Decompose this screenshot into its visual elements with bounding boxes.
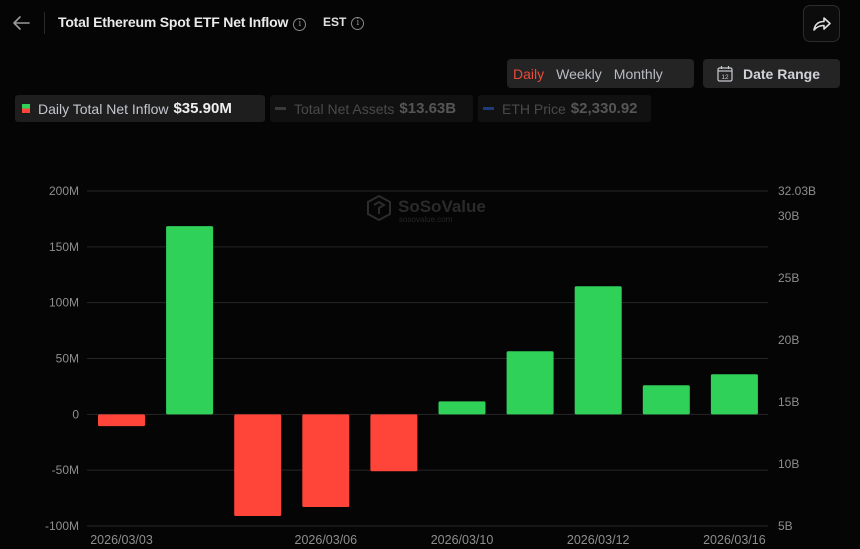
y2-tick-label: 30B xyxy=(778,209,799,223)
y2-tick-label: 10B xyxy=(778,457,799,471)
tab-monthly[interactable]: Monthly xyxy=(613,65,663,82)
y2-tick-label: 5B xyxy=(778,519,793,533)
sosovalue-logo-icon xyxy=(367,194,391,222)
y2-tick-label: 32.03B xyxy=(778,184,816,198)
y-tick-label: 100M xyxy=(49,296,79,310)
bar-2026-03-06[interactable]: 2026/03/06: -83M xyxy=(302,414,350,508)
y-tick-label: 50M xyxy=(56,352,79,366)
period-selector: Daily Weekly Monthly xyxy=(507,59,694,88)
watermark-url: sosovalue.com xyxy=(399,215,453,224)
y-tick-label: 200M xyxy=(49,184,79,198)
tab-weekly[interactable]: Weekly xyxy=(556,65,602,82)
bar-2026-03-12[interactable]: 2026/03/12: 114.7M xyxy=(574,286,622,415)
legend-swatch-icon xyxy=(483,107,494,110)
tab-daily[interactable]: Daily xyxy=(513,65,545,82)
watermark-brand: SoSoValue xyxy=(398,197,486,216)
y-tick-label: -100M xyxy=(45,519,79,533)
y2-tick-label: 20B xyxy=(778,333,799,347)
share-arrow-icon xyxy=(812,16,831,31)
bar-2026-03-05[interactable]: 2026/03/05: -91M xyxy=(234,414,282,516)
share-button[interactable] xyxy=(803,5,840,42)
calendar-icon: 12 xyxy=(717,66,733,82)
y-tick-label: 0 xyxy=(72,407,79,421)
info-icon[interactable]: i xyxy=(351,17,365,30)
legend-value: $13.63B xyxy=(399,100,457,117)
bar-chart[interactable]: SoSoValue sosovalue.com 200M 150M 100M 50M 0… xyxy=(0,150,860,549)
x-tick-label: 2026/03/10 xyxy=(431,533,494,547)
y-tick-label: 150M xyxy=(49,240,79,254)
page-title-text: Total Ethereum Spot ETF Net Inflow xyxy=(58,14,289,30)
legend-label: ETH Price xyxy=(502,100,566,117)
chart-canvas: SoSoValue sosovalue.com 200M 150M 100M 50M 0… xyxy=(45,184,816,547)
timezone-label: EST xyxy=(323,15,347,29)
x-tick-label: 2026/03/06 xyxy=(295,533,358,547)
y-axis-right: 32.03B 30B 25B 20B 15B 10B 5B xyxy=(778,184,816,533)
x-tick-label: 2026/03/03 xyxy=(90,533,153,547)
bar-2026-03-13[interactable]: 2026/03/13: 26M xyxy=(642,385,690,415)
legend-value: $2,330.92 xyxy=(570,100,638,117)
bar-2026-03-16[interactable]: 2026/03/16: 35.9M xyxy=(710,374,758,415)
y2-tick-label: 25B xyxy=(778,271,799,285)
legend-label: Total Net Assets xyxy=(294,100,395,117)
bar-2026-03-04[interactable]: 2026/03/04: 168.5M xyxy=(166,226,214,415)
svg-text:12: 12 xyxy=(721,74,729,81)
y-axis-left: 200M 150M 100M 50M 0 -50M -100M xyxy=(45,184,79,533)
bars: 2026/03/03: -10.6M 2026/03/04: 168.5M 2026… xyxy=(98,226,758,516)
watermark: SoSoValue sosovalue.com xyxy=(367,194,486,224)
back-button[interactable] xyxy=(10,12,32,34)
y-tick-label: -50M xyxy=(52,463,79,477)
timezone: EST i xyxy=(323,15,365,30)
legend-swatch-icon xyxy=(275,107,286,110)
legend-total-net-assets[interactable]: Total Net Assets $13.63B xyxy=(270,95,473,122)
bar-2026-03-11[interactable]: 2026/03/11: 56.5M xyxy=(506,351,554,415)
bar-2026-03-09[interactable]: 2026/03/09: -51M xyxy=(370,414,418,472)
bar-2026-03-10[interactable]: 2026/03/10: 11.6M xyxy=(438,401,486,415)
date-range-button[interactable]: 12 Date Range xyxy=(703,59,840,88)
x-tick-label: 2026/03/12 xyxy=(567,533,630,547)
legend-swatch-icon xyxy=(22,104,30,113)
legend-daily-net-inflow[interactable]: Daily Total Net Inflow $35.90M xyxy=(15,95,265,122)
x-axis: 2026/03/03 2026/03/06 2026/03/10 2026/03/12… xyxy=(90,533,766,547)
legend-eth-price[interactable]: ETH Price $2,330.92 xyxy=(478,95,651,122)
legend-value: $35.90M xyxy=(173,100,232,117)
arrow-left-icon xyxy=(13,16,30,30)
x-tick-label: 2026/03/16 xyxy=(703,533,766,547)
info-icon[interactable]: i xyxy=(293,18,307,31)
date-range-label: Date Range xyxy=(743,65,821,82)
header: Total Ethereum Spot ETF Net Inflow i EST i xyxy=(0,0,860,46)
header-divider xyxy=(44,12,45,34)
legend-label: Daily Total Net Inflow xyxy=(38,100,169,117)
page-title: Total Ethereum Spot ETF Net Inflow i xyxy=(58,14,307,31)
bar-2026-03-03[interactable]: 2026/03/03: -10.6M xyxy=(98,414,145,427)
y2-tick-label: 15B xyxy=(778,395,799,409)
